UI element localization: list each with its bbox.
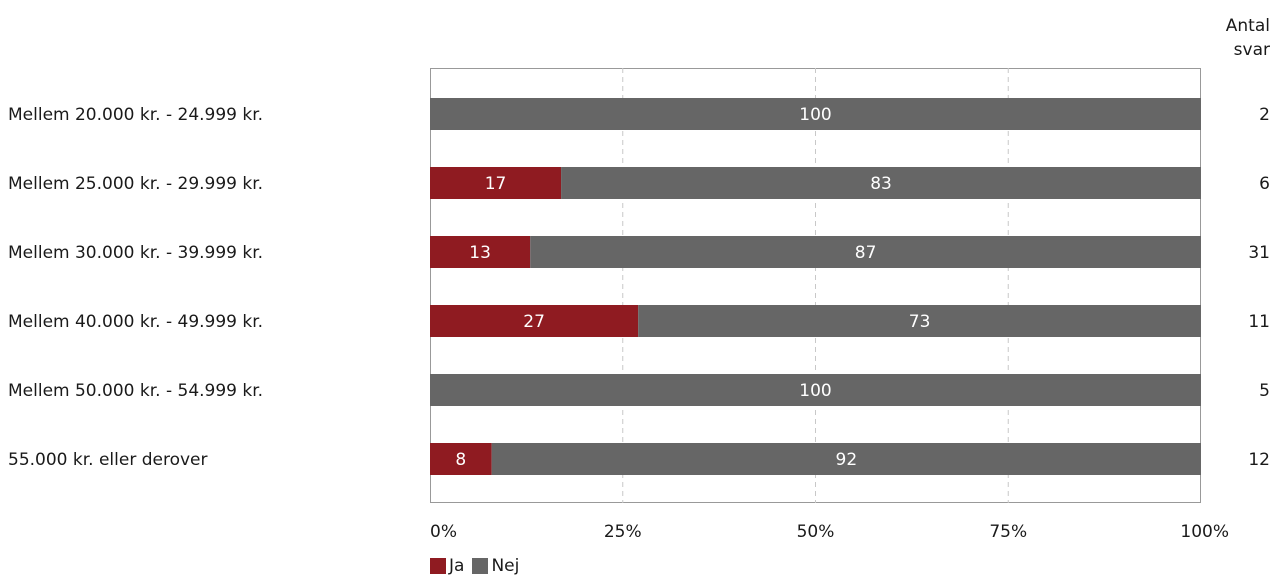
x-tick-label: 75%: [989, 522, 1027, 542]
category-label: Mellem 50.000 kr. - 54.999 kr.: [8, 381, 263, 401]
count-header-line-2: svar: [1233, 40, 1270, 60]
bar-segment-nej: [561, 167, 1201, 199]
bar-segment-nej: [530, 236, 1201, 268]
bar-segment-ja: [430, 167, 562, 199]
legend-item-ja: Ja: [430, 556, 464, 576]
x-tick-label: 50%: [797, 522, 835, 542]
category-label: 55.000 kr. eller derover: [8, 450, 208, 470]
bar-segment-nej: [430, 98, 1201, 130]
bar-value-label: 92: [836, 450, 858, 470]
category-label: Mellem 30.000 kr. - 39.999 kr.: [8, 243, 263, 263]
response-count: 2: [1259, 105, 1270, 125]
bar-segment-nej: [491, 443, 1201, 475]
category-label: Mellem 40.000 kr. - 49.999 kr.: [8, 312, 263, 332]
legend-swatch-ja: [430, 558, 446, 574]
category-label: Mellem 20.000 kr. - 24.999 kr.: [8, 105, 263, 125]
response-count: 11: [1248, 312, 1270, 332]
bar-segment-nej: [638, 305, 1201, 337]
bar-value-label: 83: [870, 174, 892, 194]
x-tick-label: 0%: [430, 522, 457, 542]
bar-value-label: 73: [909, 312, 931, 332]
bar-value-label: 17: [485, 174, 507, 194]
legend-swatch-nej: [472, 558, 489, 574]
legend-item-nej: Nej: [472, 556, 519, 576]
x-tick-label: 100%: [1180, 522, 1229, 542]
x-tick-label: 25%: [604, 522, 642, 542]
bar-segment-ja: [430, 443, 492, 475]
count-header-line-1: Antal: [1225, 16, 1270, 36]
bar-value-label: 100: [799, 105, 831, 125]
response-count: 5: [1259, 381, 1270, 401]
legend: Ja Nej: [430, 556, 527, 576]
legend-label-ja: Ja: [449, 556, 465, 576]
legend-label-nej: Nej: [491, 556, 520, 576]
bar-value-label: 100: [799, 381, 831, 401]
response-count: 12: [1248, 450, 1270, 470]
bar-segment-ja: [430, 236, 531, 268]
bar-value-label: 8: [455, 450, 466, 470]
bar-segment-nej: [430, 374, 1201, 406]
bar-value-label: 13: [469, 243, 491, 263]
bar-segment-ja: [430, 305, 639, 337]
bar-value-label: 27: [523, 312, 545, 332]
category-label: Mellem 25.000 kr. - 29.999 kr.: [8, 174, 263, 194]
count-column-header: Antal svar: [1226, 14, 1270, 62]
bar-value-label: 87: [855, 243, 877, 263]
response-count: 6: [1259, 174, 1270, 194]
response-count: 31: [1248, 243, 1270, 263]
